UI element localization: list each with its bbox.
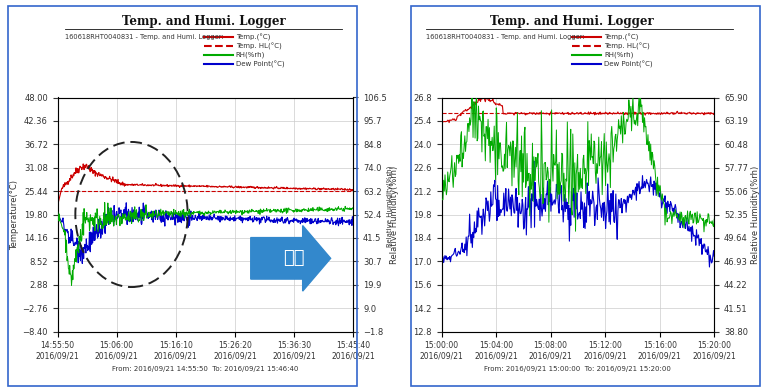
Text: Temp. HL(°C): Temp. HL(°C) bbox=[236, 43, 282, 50]
Text: Dew Point(°C): Dew Point(°C) bbox=[236, 60, 284, 67]
Text: Relative Humidity(%rh): Relative Humidity(%rh) bbox=[387, 166, 393, 247]
FancyArrow shape bbox=[250, 225, 330, 291]
Y-axis label: Relative Humidity(%rh): Relative Humidity(%rh) bbox=[751, 165, 760, 264]
X-axis label: From: 2016/09/21 14:55:50  To: 2016/09/21 15:46:40: From: 2016/09/21 14:55:50 To: 2016/09/21… bbox=[112, 366, 299, 372]
Text: Temp.(°C): Temp.(°C) bbox=[604, 34, 639, 41]
Text: Dew Point(°C): Dew Point(°C) bbox=[604, 60, 653, 67]
Text: 160618RHT0040831 - Temp. and Humi. Logger:: 160618RHT0040831 - Temp. and Humi. Logge… bbox=[65, 34, 224, 40]
Text: 160618RHT0040831 - Temp. and Humi. Logger:: 160618RHT0040831 - Temp. and Humi. Logge… bbox=[426, 34, 585, 40]
Text: Temp. and Humi. Logger: Temp. and Humi. Logger bbox=[121, 15, 286, 28]
Text: RH(%rh): RH(%rh) bbox=[236, 52, 265, 58]
Text: Temp. HL(°C): Temp. HL(°C) bbox=[604, 43, 650, 50]
Y-axis label: Relative Humidity(%rh): Relative Humidity(%rh) bbox=[389, 165, 399, 264]
Y-axis label: Temperature(°C): Temperature(°C) bbox=[11, 179, 19, 250]
Text: Temp. and Humi. Logger: Temp. and Humi. Logger bbox=[490, 15, 654, 28]
Text: 拡大: 拡大 bbox=[283, 249, 304, 267]
Text: RH(%rh): RH(%rh) bbox=[604, 52, 634, 58]
Text: Temp.(°C): Temp.(°C) bbox=[236, 34, 270, 41]
X-axis label: From: 2016/09/21 15:00:00  To: 2016/09/21 15:20:00: From: 2016/09/21 15:00:00 To: 2016/09/21… bbox=[485, 366, 671, 372]
